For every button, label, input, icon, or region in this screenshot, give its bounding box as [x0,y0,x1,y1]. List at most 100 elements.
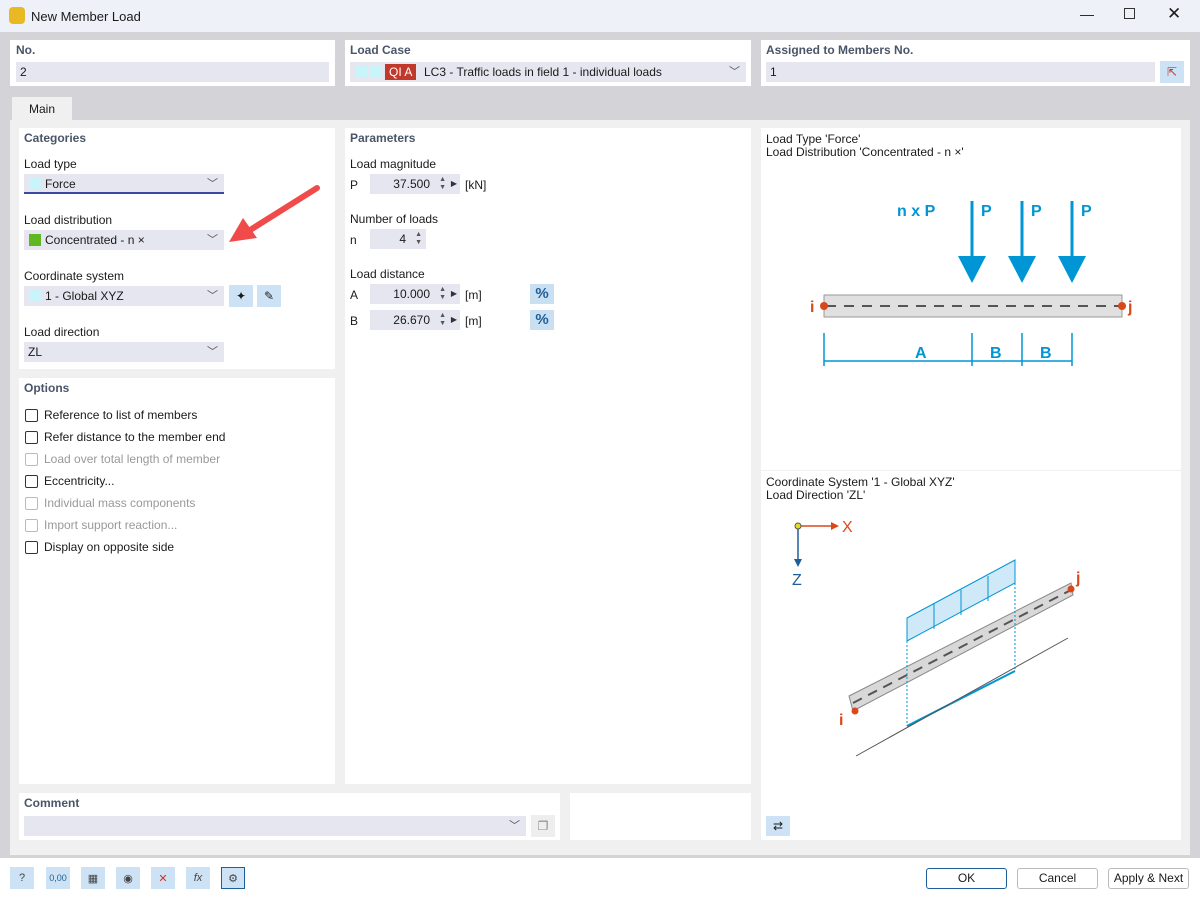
chevron-down-icon: ﹀ [729,66,740,78]
number-of-loads-label: Number of loads [350,212,439,226]
annotation-arrow [229,185,320,242]
diagram-load-distribution: Load Distribution 'Concentrated - n ×' [766,145,964,159]
assigned-members-input[interactable]: 1 [766,62,1155,82]
option-reference-list-checkbox[interactable]: Reference to list of members [25,408,197,422]
spinner-icon: ▲ ▼ [415,231,422,246]
node-i [820,302,828,310]
load-distribution-select[interactable]: Concentrated - n × ﹀ [24,230,224,250]
window-title: New Member Load [31,9,141,24]
chevron-down-icon: ﹀ [207,346,218,358]
load-arrow: P [958,201,992,283]
coordinate-system-label: Coordinate system [24,269,125,283]
color-swatch-icon [29,234,41,246]
coordinate-system-select[interactable]: 1 - Global XYZ ﹀ [24,286,224,306]
formula-icon[interactable]: fx [186,867,210,889]
svg-text:P: P [981,203,992,220]
load-type-value: Force [45,177,76,191]
b-unit: [m] [465,314,482,328]
chevron-down-icon: ﹀ [207,290,218,302]
load-case-value: LC3 - Traffic loads in field 1 - individ… [424,65,662,79]
chevron-down-icon: ﹀ [207,234,218,246]
color-swatch-icon [29,178,41,190]
node-i-label: i [839,712,843,729]
maximize-button[interactable] [1124,8,1135,19]
load-type-label: Load type [24,157,77,171]
option-mass-components-checkbox: Individual mass components [25,496,195,510]
load-diagram: n x P P P P i j A B B [810,201,1132,366]
load-magnitude-label: Load magnitude [350,157,437,171]
dim-b-label: B [990,345,1002,362]
copy-comment-icon[interactable]: ❐ [531,815,555,837]
new-coordinate-system-icon[interactable]: ✦ [229,285,253,307]
p-unit: [kN] [465,178,487,192]
units-icon[interactable]: 0,00 [46,867,70,889]
option-eccentricity-checkbox[interactable]: Eccentricity... [25,474,114,488]
p-symbol: P [350,178,359,192]
cancel-button[interactable]: Cancel [1017,868,1098,889]
options-title: Options [24,381,70,395]
b-symbol: B [350,314,359,328]
b-percent-button[interactable]: % [530,310,554,330]
load-case-select[interactable]: QI A LC3 - Traffic loads in field 1 - in… [350,62,746,82]
delete-selection-icon[interactable]: ✕ [151,867,175,889]
spinner-icon: ▲ ▼ [439,176,446,191]
node-j [1118,302,1126,310]
close-button[interactable]: ✕ [1167,4,1182,23]
diagram-load-type: Load Type 'Force' [766,132,861,146]
title-bar: New Member Load — ✕ [0,0,1200,32]
toggle-diagram-icon[interactable]: ⇄ [766,816,790,836]
load-distribution-label: Load distribution [24,213,113,227]
categories-title: Categories [24,131,87,145]
coordinate-diagram-panel: Coordinate System '1 - Global XYZ' Load … [761,471,1181,840]
no-panel: No. 2 [10,40,335,86]
comment-input[interactable]: ﹀ [24,816,526,836]
options-panel: Options Reference to list of members Ref… [19,378,335,784]
b-input[interactable]: 26.670 ▲ ▼ ▶ [370,310,460,330]
spinner-icon: ▲ ▼ [439,312,446,327]
parameters-title: Parameters [350,131,416,145]
load-direction-select[interactable]: ZL ﹀ [24,342,224,362]
diagram-coordinate-system: Coordinate System '1 - Global XYZ' [766,475,955,489]
help-icon[interactable]: ? [10,867,34,889]
a-unit: [m] [465,288,482,302]
option-opposite-side-checkbox[interactable]: Display on opposite side [25,540,174,554]
ok-button[interactable]: OK [926,868,1007,889]
load-case-panel: Load Case QI A LC3 - Traffic loads in fi… [345,40,751,86]
no-label: No. [16,43,36,57]
node-i-label: i [810,299,814,316]
n-input[interactable]: 4 ▲ ▼ [370,229,426,249]
svg-text:P: P [1081,203,1092,220]
p-input[interactable]: 37.500 ▲ ▼ ▶ [370,174,460,194]
select-members-icon[interactable]: ⇱ [1160,61,1184,83]
unit-menu-icon: ▶ [450,315,457,324]
display-settings-icon[interactable]: ▦ [81,867,105,889]
assigned-label: Assigned to Members No. [766,43,914,57]
unit-menu-icon: ▶ [450,289,457,298]
parameters-panel: Parameters Load magnitude P 37.500 ▲ ▼ ▶ [k… [345,128,751,784]
n-symbol: n [350,233,357,247]
load-type-select[interactable]: Force ﹀ [24,174,224,194]
node-j-label: j [1127,299,1132,316]
a-percent-button[interactable]: % [530,284,554,304]
no-input[interactable]: 2 [16,62,329,82]
z-axis-label: Z [792,572,802,589]
diagram-load-direction: Load Direction 'ZL' [766,488,866,502]
load-direction-label: Load direction [24,325,100,339]
comment-label: Comment [24,796,80,810]
coordinate-system-value: 1 - Global XYZ [45,289,124,303]
app-icon [9,7,25,24]
edit-coordinate-system-icon[interactable]: ✎ [257,285,281,307]
chevron-down-icon: ﹀ [207,178,218,190]
assigned-panel: Assigned to Members No. 1 ⇱ [761,40,1190,86]
view-icon[interactable]: ◉ [116,867,140,889]
a-input[interactable]: 10.000 ▲ ▼ ▶ [370,284,460,304]
option-total-length-checkbox: Load over total length of member [25,452,220,466]
minimize-button[interactable]: — [1080,6,1094,22]
option-support-reaction-checkbox: Import support reaction... [25,518,177,532]
dim-a-label: A [915,345,927,362]
apply-next-button[interactable]: Apply & Next [1108,868,1189,889]
color-swatch-icon [355,66,367,78]
option-refer-member-end-checkbox[interactable]: Refer distance to the member end [25,430,225,444]
tab-main[interactable]: Main [12,97,72,121]
settings-icon[interactable]: ⚙ [221,867,245,889]
